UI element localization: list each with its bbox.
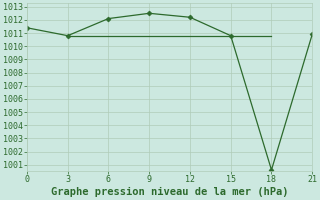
X-axis label: Graphe pression niveau de la mer (hPa): Graphe pression niveau de la mer (hPa) (51, 187, 288, 197)
